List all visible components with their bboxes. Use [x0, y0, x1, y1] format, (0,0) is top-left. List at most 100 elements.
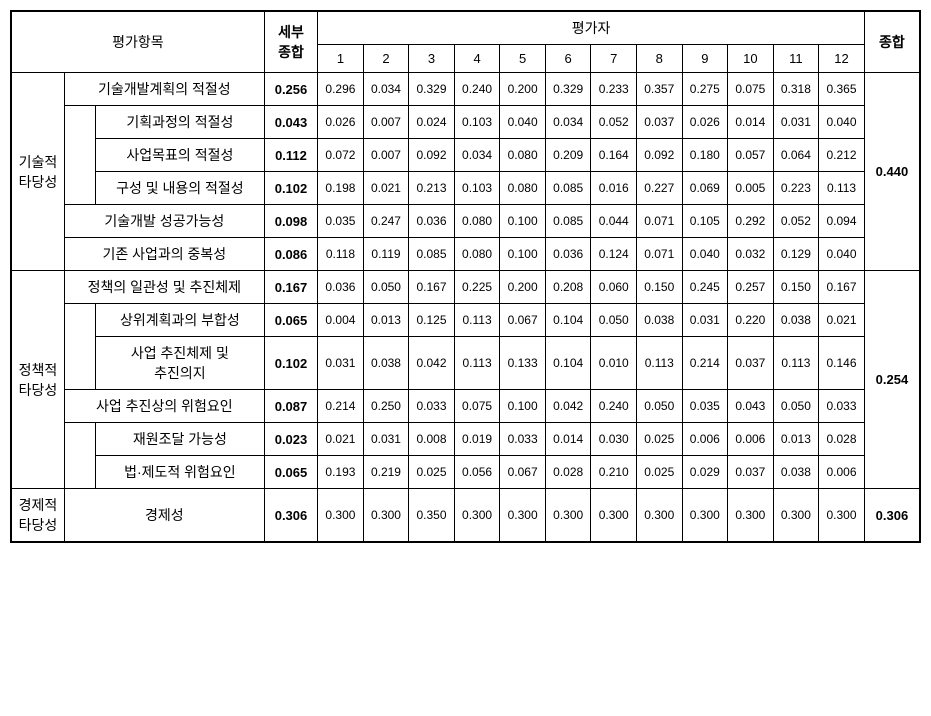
value-cell: 0.129 [773, 238, 819, 271]
header-evaluator: 평가자 [318, 11, 865, 45]
row-label: 법·제도적 위험요인 [95, 456, 264, 489]
value-cell: 0.033 [500, 423, 546, 456]
value-cell: 0.013 [363, 304, 409, 337]
value-cell: 0.033 [409, 390, 455, 423]
sub-total-cell: 0.043 [264, 106, 317, 139]
value-cell: 0.227 [636, 172, 682, 205]
value-cell: 0.067 [500, 304, 546, 337]
header-eval-num: 9 [682, 45, 728, 73]
value-cell: 0.036 [318, 271, 364, 304]
value-cell: 0.103 [454, 106, 500, 139]
value-cell: 0.026 [318, 106, 364, 139]
value-cell: 0.060 [591, 271, 637, 304]
table-row: 정책적 타당성정책의 일관성 및 추진체제0.1670.0360.0500.16… [11, 271, 920, 304]
value-cell: 0.024 [409, 106, 455, 139]
sub-total-cell: 0.112 [264, 139, 317, 172]
sub-total-cell: 0.256 [264, 73, 317, 106]
value-cell: 0.034 [363, 73, 409, 106]
value-cell: 0.031 [363, 423, 409, 456]
value-cell: 0.014 [545, 423, 591, 456]
value-cell: 0.025 [636, 456, 682, 489]
row-label: 사업 추진상의 위험요인 [64, 390, 264, 423]
value-cell: 0.085 [545, 172, 591, 205]
value-cell: 0.050 [363, 271, 409, 304]
table-row: 기존 사업과의 중복성0.0860.1180.1190.0850.0800.10… [11, 238, 920, 271]
sub-total-cell: 0.087 [264, 390, 317, 423]
section-total-cell: 0.440 [864, 73, 920, 271]
value-cell: 0.240 [454, 73, 500, 106]
table-row: 구성 및 내용의 적절성0.1020.1980.0210.2130.1030.0… [11, 172, 920, 205]
value-cell: 0.007 [363, 106, 409, 139]
table-row: 재원조달 가능성0.0230.0210.0310.0080.0190.0330.… [11, 423, 920, 456]
value-cell: 0.113 [636, 337, 682, 390]
header-eval-num: 5 [500, 45, 546, 73]
header-eval-num: 4 [454, 45, 500, 73]
table-row: 기획과정의 적절성0.0430.0260.0070.0240.1030.0400… [11, 106, 920, 139]
value-cell: 0.037 [728, 456, 774, 489]
value-cell: 0.092 [409, 139, 455, 172]
value-cell: 0.042 [545, 390, 591, 423]
value-cell: 0.275 [682, 73, 728, 106]
row-label: 사업목표의 적절성 [95, 139, 264, 172]
value-cell: 0.040 [682, 238, 728, 271]
evaluation-table: 평가항목 세부 종합 평가자 종합 1 2 3 4 5 6 7 8 9 10 1… [10, 10, 921, 543]
value-cell: 0.300 [545, 489, 591, 543]
row-label: 기존 사업과의 중복성 [64, 238, 264, 271]
value-cell: 0.037 [636, 106, 682, 139]
value-cell: 0.300 [318, 489, 364, 543]
value-cell: 0.245 [682, 271, 728, 304]
value-cell: 0.080 [454, 238, 500, 271]
value-cell: 0.124 [591, 238, 637, 271]
value-cell: 0.029 [682, 456, 728, 489]
header-eval-num: 3 [409, 45, 455, 73]
table-row: 사업목표의 적절성0.1120.0720.0070.0920.0340.0800… [11, 139, 920, 172]
value-cell: 0.052 [773, 205, 819, 238]
value-cell: 0.300 [454, 489, 500, 543]
value-cell: 0.100 [500, 205, 546, 238]
header-eval-num: 10 [728, 45, 774, 73]
sub-total-cell: 0.102 [264, 172, 317, 205]
value-cell: 0.028 [545, 456, 591, 489]
value-cell: 0.167 [819, 271, 865, 304]
table-row: 기술개발 성공가능성0.0980.0350.2470.0360.0800.100… [11, 205, 920, 238]
value-cell: 0.092 [636, 139, 682, 172]
row-label: 재원조달 가능성 [95, 423, 264, 456]
value-cell: 0.035 [682, 390, 728, 423]
value-cell: 0.329 [409, 73, 455, 106]
sub-total-cell: 0.098 [264, 205, 317, 238]
value-cell: 0.104 [545, 337, 591, 390]
value-cell: 0.075 [454, 390, 500, 423]
value-cell: 0.035 [318, 205, 364, 238]
table-head: 평가항목 세부 종합 평가자 종합 1 2 3 4 5 6 7 8 9 10 1… [11, 11, 920, 73]
value-cell: 0.350 [409, 489, 455, 543]
value-cell: 0.050 [773, 390, 819, 423]
table-row: 사업 추진체제 및 추진의지0.1020.0310.0380.0420.1130… [11, 337, 920, 390]
value-cell: 0.038 [773, 456, 819, 489]
value-cell: 0.030 [591, 423, 637, 456]
sub-total-cell: 0.023 [264, 423, 317, 456]
value-cell: 0.067 [500, 456, 546, 489]
value-cell: 0.193 [318, 456, 364, 489]
value-cell: 0.104 [545, 304, 591, 337]
header-eval-num: 11 [773, 45, 819, 73]
value-cell: 0.200 [500, 271, 546, 304]
value-cell: 0.031 [682, 304, 728, 337]
value-cell: 0.300 [728, 489, 774, 543]
value-cell: 0.167 [409, 271, 455, 304]
value-cell: 0.037 [728, 337, 774, 390]
value-cell: 0.021 [819, 304, 865, 337]
value-cell: 0.213 [409, 172, 455, 205]
value-cell: 0.292 [728, 205, 774, 238]
value-cell: 0.103 [454, 172, 500, 205]
header-eval-num: 7 [591, 45, 637, 73]
value-cell: 0.209 [545, 139, 591, 172]
section-label: 정책적 타당성 [11, 271, 64, 489]
value-cell: 0.036 [409, 205, 455, 238]
value-cell: 0.064 [773, 139, 819, 172]
value-cell: 0.214 [318, 390, 364, 423]
sub-total-cell: 0.167 [264, 271, 317, 304]
header-total: 종합 [864, 11, 920, 73]
value-cell: 0.006 [682, 423, 728, 456]
value-cell: 0.100 [500, 390, 546, 423]
value-cell: 0.318 [773, 73, 819, 106]
